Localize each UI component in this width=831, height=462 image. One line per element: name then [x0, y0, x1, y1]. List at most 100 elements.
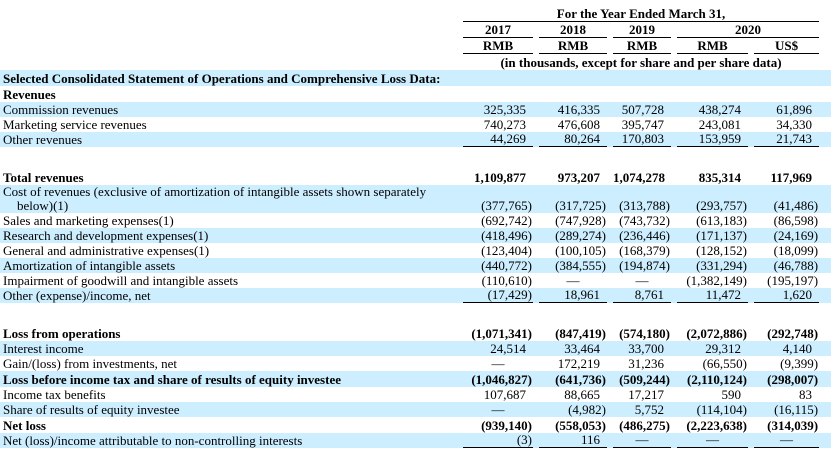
- value-cell: —: [671, 433, 748, 448]
- value-cell: 33,464: [533, 341, 607, 356]
- cell-value: 21,743: [754, 132, 820, 147]
- cell-value: 590: [721, 387, 742, 402]
- value-cell: (747,928): [533, 213, 607, 228]
- value-cell: (331,294): [671, 258, 748, 273]
- value-cell: (66,550): [671, 356, 748, 371]
- value-cell: 4,140: [748, 341, 831, 356]
- header-spacer: [0, 38, 457, 54]
- value-cell: (377,765): [457, 185, 533, 213]
- cell-value: (743,732): [619, 213, 670, 228]
- cell-value: (100,105): [555, 243, 606, 258]
- year-2017-cell: 2017: [457, 22, 533, 38]
- table-row: Income tax benefits 107,687 88,665 17,217 59…: [0, 387, 831, 402]
- cell-value: 1,109,877: [474, 170, 526, 185]
- header-currency-row: RMB RMB RMB RMB US$: [0, 38, 831, 54]
- value-cell: (558,053): [533, 417, 607, 433]
- row-label: Income tax benefits: [3, 387, 106, 402]
- row-label: Amortization of intangible assets: [3, 258, 176, 273]
- currency-label: RMB: [463, 39, 533, 54]
- value-cell: —: [457, 402, 533, 417]
- cell-value: 18,961: [539, 288, 607, 303]
- cell-value: 5,752: [634, 402, 664, 417]
- cell-value: 31,236: [628, 356, 664, 371]
- cell-value: (4,982): [568, 402, 606, 417]
- row-label: Loss before income tax and share of resu…: [3, 372, 341, 387]
- cell-value: (486,275): [619, 418, 670, 433]
- value-cell: 21,743: [748, 132, 831, 147]
- value-cell: (110,610): [457, 273, 533, 288]
- cell-value: 33,464: [564, 341, 600, 356]
- value-cell: (3): [457, 433, 533, 448]
- cell-value: 153,959: [677, 132, 748, 147]
- cell-value: (847,419): [555, 326, 606, 341]
- section-row: Revenues: [0, 86, 831, 102]
- value-cell: (195,197): [748, 273, 831, 288]
- value-cell: (314,039): [748, 417, 831, 433]
- value-cell: (613,183): [671, 213, 748, 228]
- table-row: Research and development expenses(1) (418…: [0, 228, 831, 243]
- spacer-row: [0, 303, 831, 325]
- cell-value: 24,514: [490, 341, 526, 356]
- cell-value: (939,140): [481, 418, 532, 433]
- cell-value: (3): [463, 433, 533, 448]
- cell-value: 507,728: [621, 102, 664, 117]
- value-cell: (440,772): [457, 258, 533, 273]
- value-cell: 8,761: [607, 288, 671, 303]
- value-cell: 107,687: [457, 387, 533, 402]
- cell-value: —: [491, 356, 505, 371]
- cell-value: (1,071,341): [471, 326, 532, 341]
- value-cell: 5,752: [607, 402, 671, 417]
- table-row: Share of results of equity investee — (4,9…: [0, 402, 831, 417]
- cell-value: (317,725): [555, 198, 606, 213]
- value-cell: 61,896: [748, 102, 831, 117]
- cell-value: (236,446): [619, 228, 670, 243]
- cell-value: (331,294): [696, 258, 747, 273]
- value-cell: (18,099): [748, 243, 831, 258]
- value-cell: —: [607, 273, 671, 288]
- cell-value: 116: [539, 433, 607, 448]
- currency-label: US$: [754, 39, 820, 54]
- value-cell: (128,152): [671, 243, 748, 258]
- cell-value: 835,314: [698, 170, 741, 185]
- header-note-row: (in thousands, except for share and per …: [0, 54, 831, 70]
- cell-value: (86,598): [773, 213, 819, 228]
- row-label: Interest income: [3, 341, 84, 356]
- cell-value: (641,736): [555, 372, 606, 387]
- cell-value: 438,274: [698, 102, 741, 117]
- value-cell: 24,514: [457, 341, 533, 356]
- table-row: Impairment of goodwill and intangible as…: [0, 273, 831, 288]
- cell-value: —: [754, 433, 820, 448]
- cell-value: 33,700: [628, 341, 664, 356]
- cell-value: (313,788): [619, 198, 670, 213]
- value-cell: (86,598): [748, 213, 831, 228]
- cell-value: 61,896: [776, 102, 813, 117]
- value-cell: 835,314: [671, 169, 748, 185]
- cell-value: (692,742): [481, 213, 532, 228]
- row-label: Net loss: [3, 418, 46, 433]
- table-row: Other revenues 44,269 80,264 170,803 153,959…: [0, 132, 831, 147]
- value-cell: (313,788): [607, 185, 671, 213]
- value-cell: (692,742): [457, 213, 533, 228]
- year-2018-cell: 2018: [533, 22, 607, 38]
- table-row: Interest income 24,514 33,464 33,700 29,312 4…: [0, 341, 831, 356]
- currency-cell: RMB: [607, 38, 671, 54]
- row-label: Share of results of equity investee: [3, 402, 180, 417]
- value-cell: (236,446): [607, 228, 671, 243]
- year-2019-cell: 2019: [607, 22, 671, 38]
- value-cell: (168,379): [607, 243, 671, 258]
- value-cell: (171,137): [671, 228, 748, 243]
- currency-cell: RMB: [671, 38, 748, 54]
- value-cell: (4,982): [533, 402, 607, 417]
- cell-value: 34,330: [776, 117, 813, 132]
- cell-value: (1,046,827): [471, 372, 532, 387]
- value-cell: (17,429): [457, 288, 533, 303]
- cell-value: 4,140: [782, 341, 813, 356]
- header-title-cell: For the Year Ended March 31,: [457, 5, 831, 22]
- value-cell: 31,236: [607, 356, 671, 371]
- cell-value: (18,099): [773, 243, 819, 258]
- row-label: Impairment of goodwill and intangible as…: [3, 273, 239, 288]
- value-cell: 325,335: [457, 102, 533, 117]
- cell-value: 1,620: [754, 288, 820, 303]
- header-title-row: For the Year Ended March 31,: [0, 5, 831, 22]
- table-row: Net loss (939,140) (558,053) (486,275) (2,22…: [0, 417, 831, 433]
